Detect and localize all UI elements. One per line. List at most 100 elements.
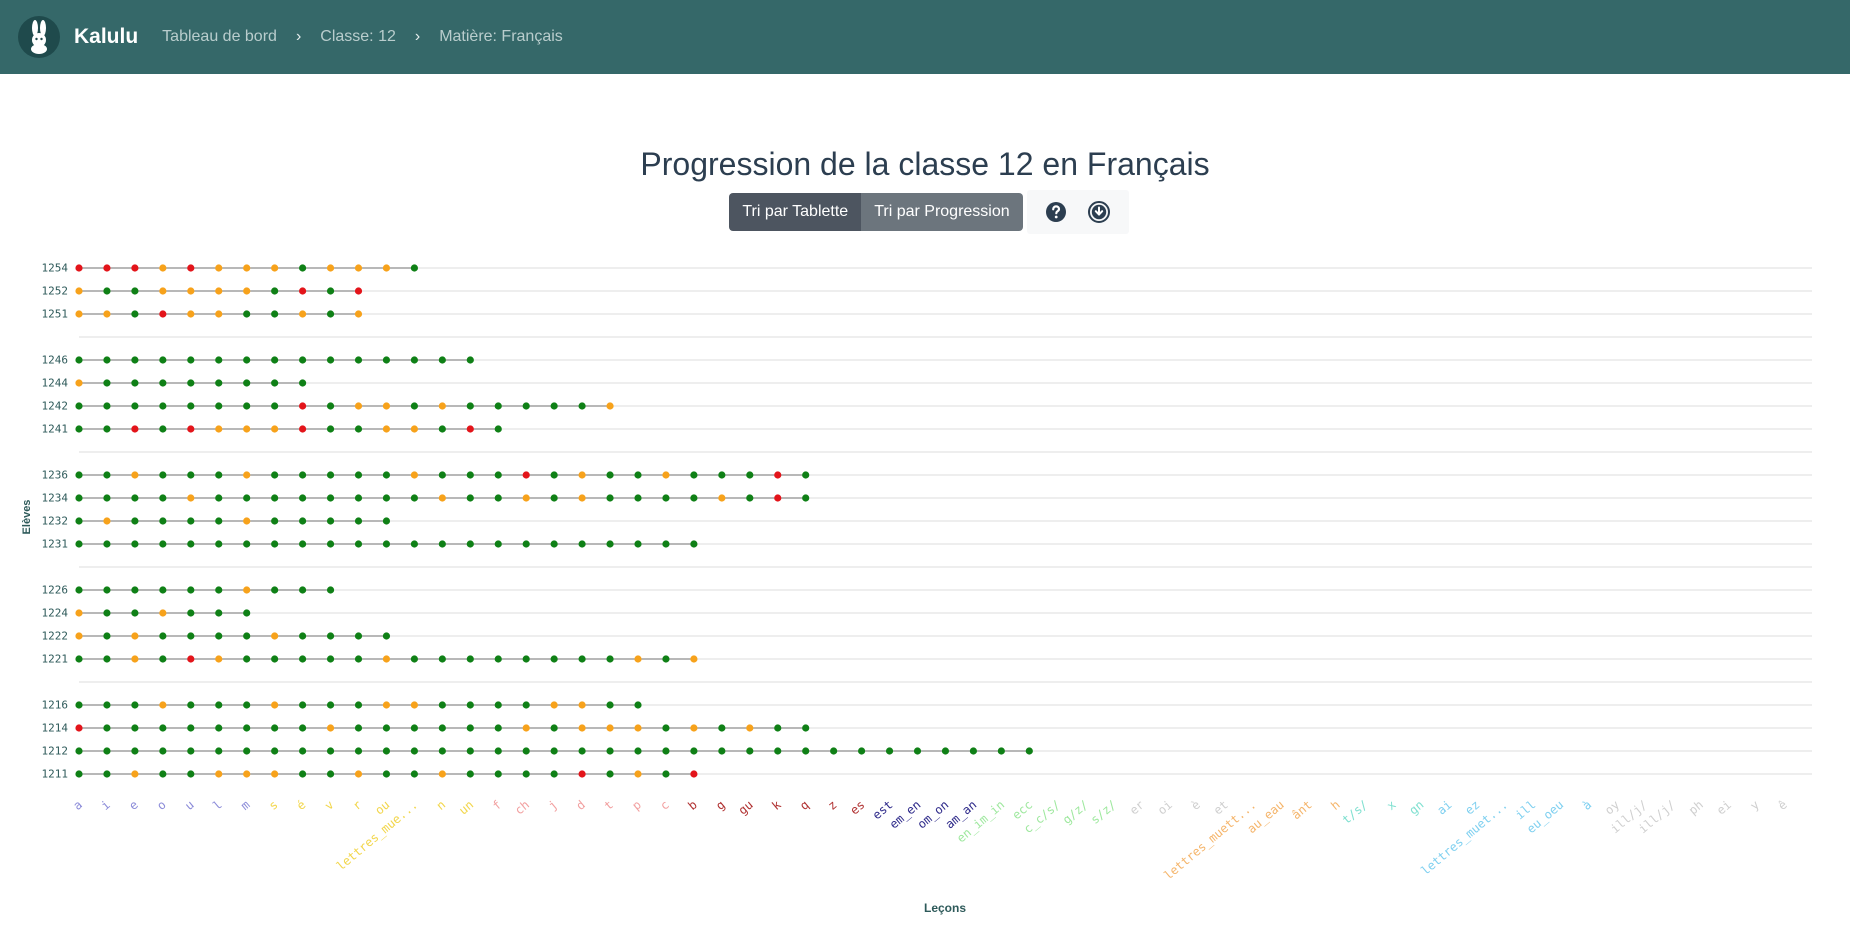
lesson-status-point xyxy=(299,310,307,318)
lesson-status-point xyxy=(690,747,698,755)
sort-by-tablet-button[interactable]: Tri par Tablette xyxy=(729,193,862,231)
lesson-tick-label: em_en xyxy=(887,798,924,832)
lesson-status-point xyxy=(438,701,446,709)
lesson-status-point xyxy=(354,770,363,778)
lesson-status-point xyxy=(159,701,167,709)
lesson-status-point xyxy=(103,517,111,525)
lesson-status-point xyxy=(271,425,279,433)
lesson-status-point xyxy=(494,402,502,410)
lesson-tick-label: t/s/ xyxy=(1339,798,1370,827)
lesson-status-point xyxy=(159,655,167,663)
lesson-status-point xyxy=(243,264,251,272)
lesson-tick-label: ez xyxy=(1462,798,1482,818)
lesson-status-point xyxy=(466,402,474,410)
lesson-status-point xyxy=(578,770,586,778)
lesson-status-point xyxy=(75,655,83,663)
lesson-status-point xyxy=(243,701,251,709)
lesson-status-point xyxy=(243,540,251,548)
lesson-status-point xyxy=(522,471,530,479)
lesson-tick-label: om_on xyxy=(915,798,952,832)
page-title: Progression de la classe 12 en Français xyxy=(640,146,1210,182)
lesson-status-point xyxy=(550,402,558,410)
lesson-status-point xyxy=(606,471,614,479)
breadcrumb-separator: › xyxy=(414,28,421,45)
lesson-tick-label: ânt xyxy=(1289,798,1315,823)
lesson-status-point xyxy=(131,264,139,272)
lesson-status-point xyxy=(662,747,670,755)
lesson-status-point xyxy=(187,310,195,318)
lesson-status-point xyxy=(354,724,363,732)
lesson-status-point xyxy=(299,701,307,709)
lesson-tick-label: c xyxy=(657,798,672,813)
lesson-status-point xyxy=(606,747,614,755)
lesson-status-point xyxy=(354,356,363,364)
lesson-status-point xyxy=(410,770,418,778)
lesson-status-point xyxy=(215,724,223,732)
lesson-status-point xyxy=(438,724,446,732)
lesson-tick-label: l xyxy=(210,798,225,813)
download-circle-icon[interactable] xyxy=(1087,200,1111,224)
lesson-status-point xyxy=(522,655,530,663)
lesson-tick-label: er xyxy=(1127,798,1147,818)
breadcrumb-subject[interactable]: Matière: Français xyxy=(439,28,563,45)
lesson-status-point xyxy=(75,471,83,479)
lesson-status-point xyxy=(271,494,279,502)
lesson-status-point xyxy=(606,494,614,502)
lesson-status-point xyxy=(578,655,586,663)
lesson-status-point xyxy=(802,747,810,755)
lesson-status-point xyxy=(299,494,307,502)
sort-by-progression-button[interactable]: Tri par Progression xyxy=(861,193,1023,231)
lesson-status-point xyxy=(243,586,251,594)
lesson-status-point xyxy=(578,402,586,410)
lesson-status-point xyxy=(690,724,698,732)
breadcrumb-dashboard[interactable]: Tableau de bord xyxy=(162,28,277,45)
lesson-status-point xyxy=(243,402,251,410)
brand-name[interactable]: Kalulu xyxy=(74,25,139,48)
lesson-status-point xyxy=(75,310,83,318)
lesson-status-point xyxy=(131,655,139,663)
lesson-tick-label: ch xyxy=(512,798,532,818)
lesson-status-point xyxy=(75,402,83,410)
lesson-status-point xyxy=(410,747,418,755)
lesson-status-point xyxy=(690,770,698,778)
lesson-status-point xyxy=(466,356,474,364)
lesson-status-point xyxy=(382,264,391,272)
lesson-status-point xyxy=(159,747,167,755)
lesson-status-point xyxy=(578,471,586,479)
lesson-status-point xyxy=(466,494,474,502)
kalulu-rabbit-logo-icon[interactable] xyxy=(18,16,60,58)
lesson-status-point xyxy=(774,747,782,755)
lesson-status-point xyxy=(438,540,446,548)
lesson-status-point xyxy=(326,425,335,433)
lesson-status-point xyxy=(326,494,335,502)
lesson-status-point xyxy=(438,747,446,755)
lesson-status-point xyxy=(550,747,558,755)
lesson-status-point xyxy=(159,494,167,502)
lesson-status-point xyxy=(438,425,446,433)
lesson-status-point xyxy=(326,701,335,709)
lesson-tick-label: z xyxy=(825,798,840,813)
lesson-status-point xyxy=(299,517,307,525)
lesson-status-point xyxy=(271,770,279,778)
lesson-status-point xyxy=(550,724,558,732)
question-circle-icon[interactable] xyxy=(1044,200,1068,224)
lesson-status-point xyxy=(410,655,418,663)
lesson-status-point xyxy=(774,494,782,502)
lesson-status-point xyxy=(382,655,391,663)
lesson-status-point xyxy=(718,747,726,755)
lesson-status-point xyxy=(271,310,279,318)
lesson-status-point xyxy=(522,724,530,732)
lesson-status-point xyxy=(159,402,167,410)
lesson-status-point xyxy=(187,747,195,755)
breadcrumb-class[interactable]: Classe: 12 xyxy=(320,28,396,45)
lesson-status-point xyxy=(354,402,363,410)
lesson-status-point xyxy=(578,540,586,548)
lesson-status-point xyxy=(326,586,335,594)
x-axis-label: Leçons xyxy=(924,901,966,915)
lesson-tick-label: ê xyxy=(1775,798,1790,813)
lesson-status-point xyxy=(103,701,111,709)
lesson-status-point xyxy=(466,747,474,755)
lesson-status-point xyxy=(494,724,502,732)
student-label: 1212 xyxy=(42,745,69,758)
lesson-status-point xyxy=(746,471,754,479)
